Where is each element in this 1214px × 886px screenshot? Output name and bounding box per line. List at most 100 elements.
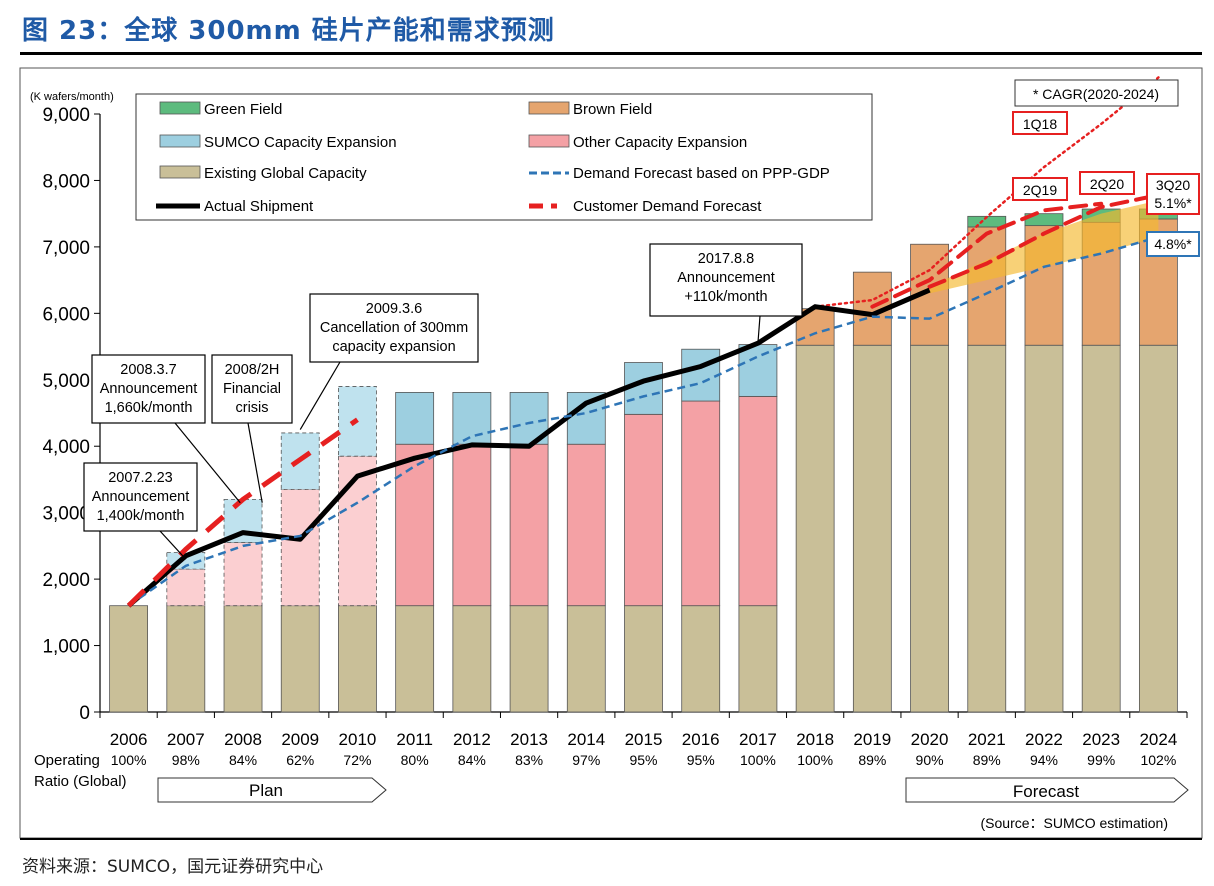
bar-segment [681,348,721,402]
x-tick-label: 2007 [167,730,205,749]
bar-segment [1138,344,1178,713]
legend-label: Brown Field [573,101,652,118]
forecast-band-group [929,200,1159,294]
bar-segment [624,605,663,713]
y-unit-label: (K wafers/month) [30,91,114,103]
bar-segment [738,395,778,607]
operating-ratio-label: Operating [34,752,100,769]
operating-ratio-value: 89% [858,752,886,768]
annotation-box [83,462,198,532]
y-tick-label: 5,000 [42,371,90,392]
operating-ratio-value: 62% [286,752,314,768]
forecast-line-2q19 [870,201,1104,309]
legend-label: Other Capacity Expansion [573,134,747,151]
legend-box [135,93,873,221]
x-tick-label: 2011 [396,730,433,749]
bar-segment [967,344,1007,713]
x-tick-label: 2023 [1082,730,1120,749]
annotation-leader [757,315,761,344]
forecast-tag-box [1012,111,1068,135]
x-tick-label: 2012 [453,730,491,749]
annotation-text: Cancellation of 300mm [320,320,468,336]
forecast-tag-text: 2Q19 [1023,182,1057,198]
annotation-leader [299,361,341,430]
x-tick-label: 2015 [625,730,663,749]
legend-label: SUMCO Capacity Expansion [204,134,397,151]
bar-segment [395,605,435,713]
operating-ratio-value: 99% [1087,752,1115,768]
annotation-text: 2007.2.23 [108,470,173,486]
y-tick-label: 9,000 [42,105,90,126]
bar-segment [566,605,606,713]
y-tick-label: 3,000 [42,504,90,525]
forecast-line-2q20 [927,193,1161,289]
x-tick-label: 2016 [682,730,720,749]
forecast-tag-text: 5.1%* [1154,195,1192,211]
annotations: 2007.2.23 Announcement 1,400k/month 2008.3.… [83,243,803,560]
bar-segment [509,605,549,713]
operating-ratio-value: 98% [172,752,200,768]
bar-segment [624,413,663,607]
plan-label: Plan [249,781,283,800]
y-tick-label: 0 [79,703,90,724]
legend-swatch [159,165,201,179]
x-tick-label: 2010 [339,730,377,749]
forecast-tags: 1Q18 2Q19 2Q20 3Q20 5.1%* 4.8%* [1012,111,1200,257]
bar-segment [395,392,435,445]
forecast-tag-box [1146,231,1200,257]
forecast-band [929,200,1159,294]
annotation-text: 2008.3.7 [120,362,176,378]
annotation-text: capacity expansion [332,339,455,355]
annotation-text: Financial [223,381,281,397]
bar-segment [681,605,721,713]
legend-label: Customer Demand Forecast [573,198,762,215]
bar-segment [681,400,721,607]
legend-swatch [159,101,201,115]
annotation-box [309,293,479,363]
operating-ratio-value: 89% [973,752,1001,768]
operating-ratio-value: 84% [229,752,257,768]
annotation-text: 1,660k/month [105,400,193,416]
x-tick-label: 2014 [567,730,605,749]
bar-segment [452,605,492,713]
legend-label: Existing Global Capacity [204,165,367,182]
operating-ratio-value: 97% [572,752,600,768]
bars-group [109,208,1178,713]
bar-segment [910,344,949,713]
x-tick-label: 2021 [968,730,1006,749]
series-line-actual-shipment [126,287,931,608]
y-tick-label: 8,000 [42,171,90,192]
forecast-label: Forecast [1013,782,1079,801]
bar-segment [452,443,492,607]
bar-segment [795,344,835,713]
bar-segment [566,443,606,607]
legend: Green Field Brown Field SUMCO Capacity Exp… [135,93,873,221]
source-note: 资料来源：SUMCO，国元证券研究中心 [22,857,324,877]
forecast-tag-text: 4.8%* [1154,236,1192,252]
operating-ratio-value: 100% [740,752,776,768]
annotation-text: Announcement [92,489,190,505]
legend-label: Demand Forecast based on PPP-GDP [573,165,830,182]
x-tick-label: 2009 [281,730,319,749]
x-tick-label: 2017 [739,730,777,749]
annotation-text: 1,400k/month [97,508,185,524]
x-tick-label: 2020 [911,730,949,749]
operating-ratio-value: 95% [629,752,657,768]
legend-label: Green Field [204,101,282,118]
annotation-box [91,354,206,424]
bar-segment [1081,344,1121,713]
series-line-customer-demand-forecast [126,417,359,608]
forecast-tag-text: 2Q20 [1090,176,1124,192]
forecast-line-1q18 [813,76,1160,308]
legend-swatch [528,101,570,115]
bar-segment [738,344,778,397]
annotation-leader [159,530,187,560]
footer-rule [20,838,1202,840]
series-line-demand-forecast-based-on-ppp-gdp [127,235,1159,607]
cagr-note: * CAGR(2020-2024) [1033,86,1159,102]
forecast-tag-box [1012,177,1068,201]
x-tick-label: 2024 [1139,730,1177,749]
legend-label: Actual Shipment [204,198,314,215]
bar-segment [852,344,892,713]
